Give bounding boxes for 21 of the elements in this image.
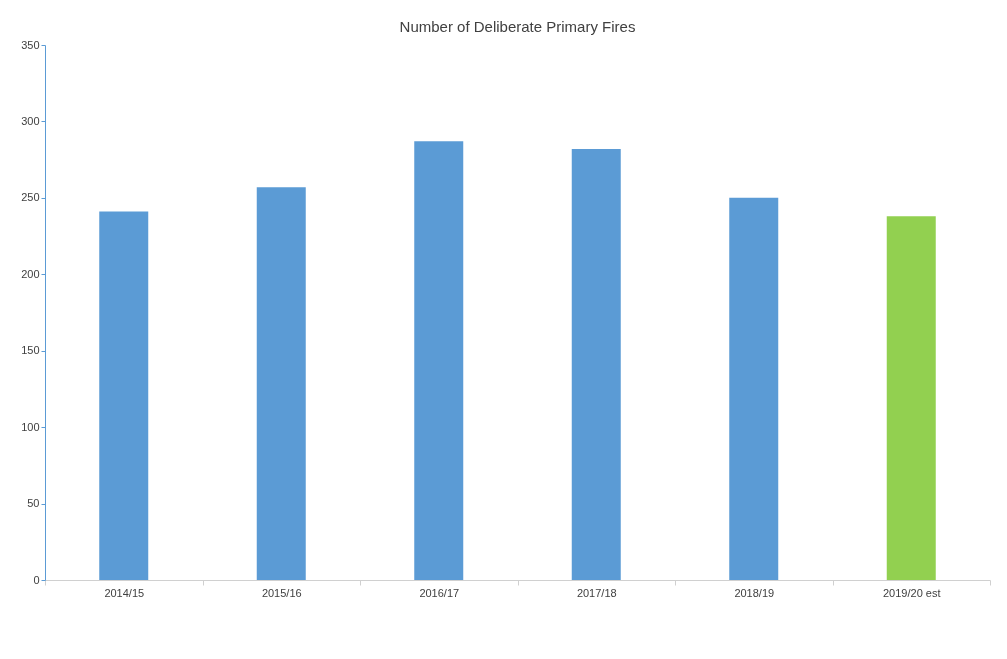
bar xyxy=(729,197,779,580)
y-tick-label: 250 xyxy=(21,191,40,204)
x-tick-label: 2014/15 xyxy=(104,586,145,599)
x-tick-label: 2016/17 xyxy=(419,586,460,599)
y-tick-label: 150 xyxy=(21,344,40,357)
x-tick-label: 2015/16 xyxy=(261,586,302,599)
y-tick-label: 50 xyxy=(27,497,40,510)
chart-title: Number of Deliberate Primary Fires xyxy=(399,18,636,35)
y-tick-label: 350 xyxy=(21,38,40,51)
bar xyxy=(886,216,936,580)
bar xyxy=(414,141,464,580)
x-tick-label: 2017/18 xyxy=(576,586,617,599)
x-tick-label: 2018/19 xyxy=(734,586,775,599)
bar xyxy=(99,211,149,580)
y-tick-label: 300 xyxy=(21,114,40,127)
x-tick-label: 2019/20 est xyxy=(883,586,941,599)
y-tick-label: 200 xyxy=(21,267,40,280)
y-tick-label: 100 xyxy=(21,420,40,433)
bar xyxy=(256,187,306,580)
bar xyxy=(571,148,621,580)
y-tick-label: 0 xyxy=(33,573,40,586)
